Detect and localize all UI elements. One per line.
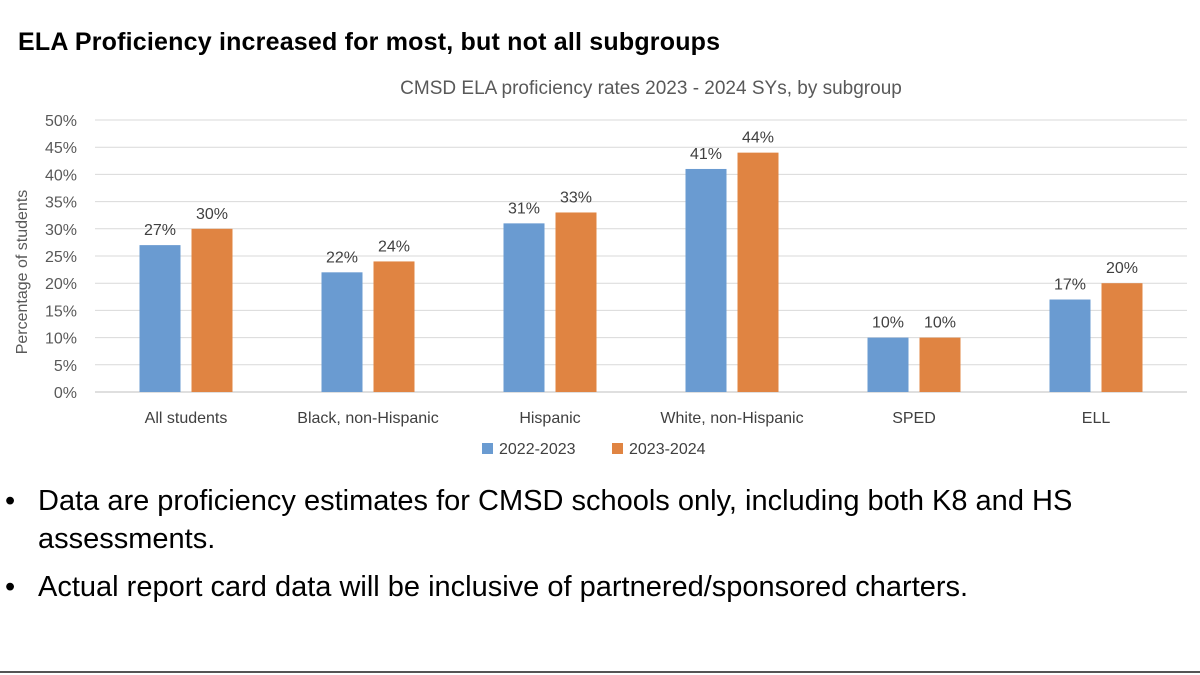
- bar-2022-2023: [321, 272, 363, 392]
- bar-2023-2024: [737, 152, 779, 392]
- bullet-text: Data are proficiency estimates for CMSD …: [38, 485, 1073, 555]
- bullet-item: • Data are proficiency estimates for CMS…: [0, 482, 1198, 558]
- data-label: 22%: [326, 249, 358, 266]
- y-tick-label: 30%: [45, 222, 77, 239]
- y-tick-label: 25%: [45, 249, 77, 266]
- bar-2022-2023: [867, 337, 909, 392]
- data-label: 31%: [508, 200, 540, 217]
- data-label: 10%: [924, 315, 956, 332]
- bar-2022-2023: [503, 223, 545, 392]
- data-label: 17%: [1054, 277, 1086, 294]
- bar-2023-2024: [1101, 283, 1143, 392]
- x-tick-label: ELL: [1082, 410, 1111, 427]
- y-tick-label: 15%: [45, 303, 77, 320]
- y-tick-label: 5%: [54, 358, 77, 375]
- legend-swatch-2023-2024: [612, 443, 623, 454]
- data-label: 44%: [742, 130, 774, 147]
- data-label: 24%: [378, 238, 410, 255]
- data-label: 20%: [1106, 260, 1138, 277]
- legend-label: 2022-2023: [499, 441, 576, 458]
- data-label: 33%: [560, 189, 592, 206]
- bullet-dot-icon: •: [5, 485, 16, 517]
- bar-chart: CMSD ELA proficiency rates 2023 - 2024 S…: [14, 78, 1187, 458]
- x-tick-label: White, non-Hispanic: [660, 410, 803, 427]
- chart-title: CMSD ELA proficiency rates 2023 - 2024 S…: [400, 78, 902, 99]
- y-tick-label: 50%: [45, 113, 77, 130]
- bar-2022-2023: [139, 245, 181, 392]
- slide-title: ELA Proficiency increased for most, but …: [18, 28, 721, 56]
- bar-2023-2024: [191, 228, 233, 392]
- bullet-item: • Actual report card data will be inclus…: [0, 568, 1198, 606]
- y-tick-label: 35%: [45, 195, 77, 212]
- y-tick-label: 45%: [45, 140, 77, 157]
- y-tick-label: 20%: [45, 276, 77, 293]
- data-label: 27%: [144, 222, 176, 239]
- x-tick-label: All students: [145, 410, 228, 427]
- data-label: 41%: [690, 146, 722, 163]
- y-tick-label: 0%: [54, 385, 77, 402]
- data-label: 10%: [872, 315, 904, 332]
- bar-2023-2024: [919, 337, 961, 392]
- data-label: 30%: [196, 206, 228, 223]
- x-tick-label: Black, non-Hispanic: [297, 410, 438, 427]
- y-tick-label: 10%: [45, 331, 77, 348]
- legend-swatch-2022-2023: [482, 443, 493, 454]
- y-axis-label: Percentage of students: [14, 190, 31, 355]
- y-tick-label: 40%: [45, 167, 77, 184]
- bottom-divider: [0, 671, 1200, 673]
- bullet-dot-icon: •: [5, 571, 16, 603]
- legend-label: 2023-2024: [629, 441, 706, 458]
- x-tick-label: SPED: [892, 410, 936, 427]
- bar-2022-2023: [685, 168, 727, 392]
- bar-2023-2024: [373, 261, 415, 392]
- bullet-text: Actual report card data will be inclusiv…: [38, 571, 969, 603]
- x-tick-label: Hispanic: [519, 410, 580, 427]
- bar-2022-2023: [1049, 299, 1091, 392]
- bullet-list: • Data are proficiency estimates for CMS…: [0, 482, 1200, 616]
- bar-2023-2024: [555, 212, 597, 392]
